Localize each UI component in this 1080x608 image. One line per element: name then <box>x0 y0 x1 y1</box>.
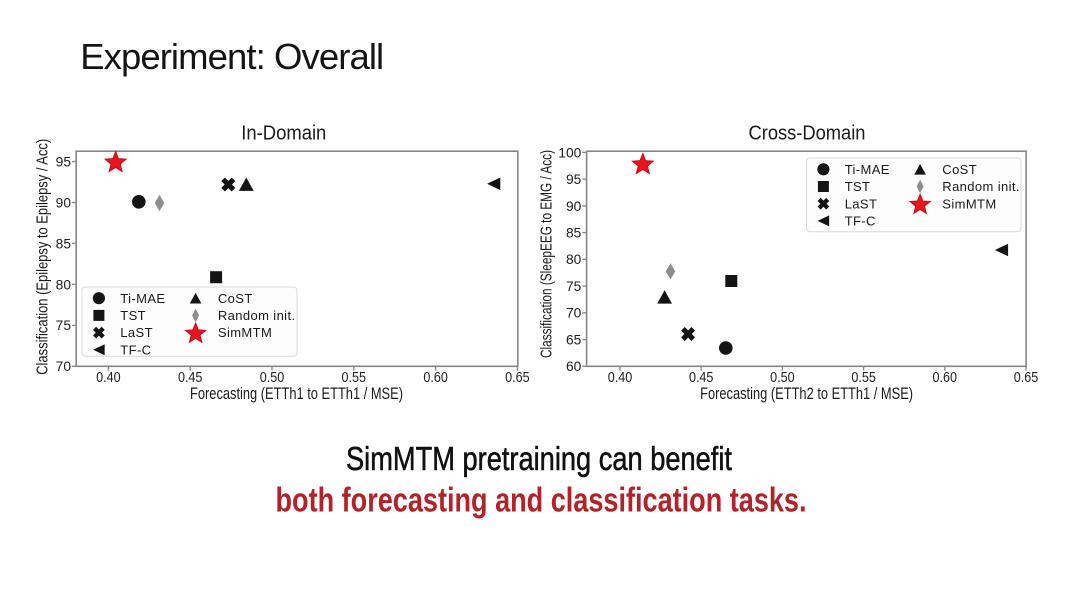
svg-text:100: 100 <box>558 145 581 160</box>
svg-text:Classification (Epilepsy to Ep: Classification (Epilepsy to Epilepsy / A… <box>35 139 52 375</box>
svg-text:Ti-MAE: Ti-MAE <box>120 291 165 306</box>
svg-text:0.40: 0.40 <box>608 370 633 386</box>
svg-text:Random init.: Random init. <box>942 179 1020 194</box>
svg-text:both forecasting and classific: both forecasting and classification task… <box>276 481 807 519</box>
svg-text:LaST: LaST <box>845 196 878 211</box>
svg-text:Forecasting (ETTh2 to ETTh1 /: Forecasting (ETTh2 to ETTh1 / MSE) <box>700 384 913 403</box>
svg-text:0.65: 0.65 <box>505 370 530 386</box>
svg-text:SimMTM: SimMTM <box>942 196 996 211</box>
svg-text:75: 75 <box>56 318 72 333</box>
svg-text:Classification (SleepEEG to EM: Classification (SleepEEG to EMG / Acc) <box>539 150 556 358</box>
svg-text:90: 90 <box>56 195 72 210</box>
svg-text:TF-C: TF-C <box>845 214 876 229</box>
svg-text:SimMTM: SimMTM <box>218 325 272 340</box>
svg-text:80: 80 <box>56 277 72 292</box>
svg-text:95: 95 <box>566 172 582 187</box>
svg-text:75: 75 <box>566 279 582 294</box>
svg-text:0.60: 0.60 <box>423 370 448 386</box>
svg-text:90: 90 <box>566 199 582 214</box>
svg-text:70: 70 <box>566 306 582 321</box>
svg-text:0.65: 0.65 <box>1014 370 1039 386</box>
svg-text:CoST: CoST <box>218 291 253 306</box>
svg-text:0.40: 0.40 <box>96 370 121 386</box>
svg-text:80: 80 <box>566 252 582 267</box>
svg-text:85: 85 <box>566 226 582 241</box>
svg-text:0.50: 0.50 <box>770 370 795 386</box>
svg-text:Forecasting (ETTh1 to ETTh1 /: Forecasting (ETTh1 to ETTh1 / MSE) <box>190 384 403 403</box>
svg-text:LaST: LaST <box>120 325 153 340</box>
svg-text:Random init.: Random init. <box>218 308 296 323</box>
svg-text:70: 70 <box>56 359 72 374</box>
svg-text:TST: TST <box>845 179 871 194</box>
svg-text:TF-C: TF-C <box>120 342 151 357</box>
svg-text:Ti-MAE: Ti-MAE <box>845 162 890 177</box>
svg-text:65: 65 <box>566 333 582 348</box>
svg-text:0.55: 0.55 <box>342 370 367 386</box>
svg-text:0.45: 0.45 <box>178 370 203 386</box>
svg-text:0.55: 0.55 <box>851 370 876 386</box>
svg-text:Cross-Domain: Cross-Domain <box>749 123 866 145</box>
svg-text:0.45: 0.45 <box>689 370 714 386</box>
svg-text:In-Domain: In-Domain <box>241 123 326 145</box>
svg-text:0.60: 0.60 <box>933 370 958 386</box>
svg-text:TST: TST <box>120 308 146 323</box>
svg-text:95: 95 <box>56 155 72 170</box>
svg-text:CoST: CoST <box>942 162 977 177</box>
svg-text:SimMTM pretraining can benefit: SimMTM pretraining can benefit <box>346 441 732 478</box>
svg-text:85: 85 <box>56 236 72 251</box>
svg-text:0.50: 0.50 <box>260 370 285 386</box>
svg-text:60: 60 <box>566 359 582 374</box>
